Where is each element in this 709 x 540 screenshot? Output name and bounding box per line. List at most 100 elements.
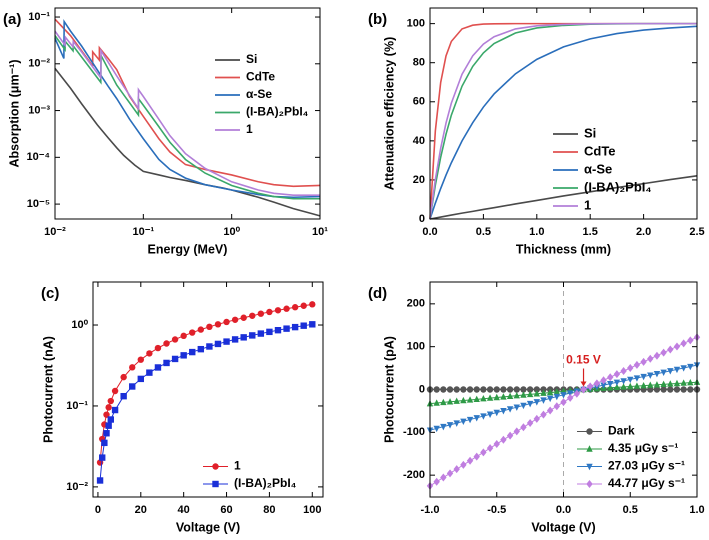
- annotation: 0.15 V: [566, 353, 601, 367]
- marker: [486, 444, 494, 453]
- series-line: [54, 67, 321, 217]
- annotation-arrowhead: [580, 381, 587, 387]
- marker: [257, 310, 265, 317]
- plot-frame: [54, 7, 321, 220]
- marker: [607, 373, 614, 382]
- marker: [266, 328, 273, 336]
- legend-label: CdTe: [246, 70, 275, 84]
- x-tick-label: 10¹: [312, 226, 328, 238]
- legend-label: (I-BA)₂PbI₄: [584, 179, 652, 194]
- marker: [99, 454, 106, 461]
- marker: [460, 460, 467, 469]
- marker: [291, 323, 299, 331]
- marker: [533, 414, 540, 423]
- series: [54, 67, 321, 217]
- marker: [120, 373, 127, 381]
- y-tick-label: 100: [407, 341, 425, 353]
- marker: [453, 420, 460, 427]
- marker: [653, 351, 661, 360]
- marker: [446, 469, 454, 478]
- legend-marker: [212, 480, 219, 488]
- marker: [607, 381, 614, 388]
- marker: [500, 408, 507, 415]
- marker: [257, 330, 265, 337]
- marker: [180, 352, 187, 359]
- marker: [105, 422, 112, 429]
- marker: [171, 355, 179, 363]
- legend-label: 44.77 μGy s⁻¹: [608, 476, 685, 490]
- marker: [526, 386, 534, 393]
- marker: [687, 363, 694, 371]
- marker: [680, 339, 687, 348]
- x-tick-label: -0.5: [487, 504, 506, 516]
- x-tick-label: 80: [263, 504, 275, 516]
- marker: [653, 370, 661, 378]
- marker: [653, 381, 661, 388]
- marker: [111, 387, 119, 395]
- marker: [120, 392, 127, 400]
- marker: [460, 386, 467, 393]
- marker: [107, 416, 114, 423]
- x-axis-label: Energy (MeV): [148, 242, 228, 256]
- y-tick-label: 200: [407, 298, 425, 310]
- marker: [533, 399, 540, 406]
- marker: [171, 336, 179, 343]
- marker: [526, 419, 534, 428]
- marker: [137, 356, 145, 363]
- marker: [613, 370, 621, 379]
- y-tick-label: 10⁻⁵: [27, 198, 50, 210]
- legend-label: (I-BA)₂PbI₄: [234, 476, 297, 490]
- series-line: [429, 22, 697, 220]
- marker: [249, 332, 256, 339]
- marker: [673, 379, 681, 387]
- series: [96, 321, 316, 484]
- marker: [680, 386, 687, 393]
- marker: [480, 395, 487, 402]
- marker: [687, 386, 694, 393]
- legend-label: CdTe: [584, 143, 616, 158]
- series-line: [54, 30, 320, 196]
- marker: [513, 391, 520, 399]
- marker: [466, 456, 474, 465]
- marker: [214, 321, 222, 328]
- legend-marker: [586, 463, 593, 471]
- marker: [480, 448, 487, 457]
- marker: [283, 325, 290, 332]
- marker: [466, 386, 474, 393]
- marker: [291, 304, 299, 311]
- marker: [680, 379, 687, 386]
- marker: [240, 314, 247, 321]
- y-axis-label: Attenuation efficiency (%): [382, 37, 396, 191]
- panel-label: (d): [368, 285, 387, 302]
- marker: [473, 386, 480, 393]
- series: [429, 22, 697, 220]
- marker: [653, 386, 661, 393]
- y-tick-label: 80: [413, 57, 425, 69]
- marker: [667, 380, 674, 387]
- x-tick-label: 20: [135, 504, 147, 516]
- marker: [189, 329, 196, 336]
- marker: [593, 379, 601, 388]
- series-line: [99, 323, 313, 481]
- marker: [660, 386, 667, 393]
- marker: [600, 376, 607, 385]
- series-line: [54, 18, 321, 199]
- legend-label: 27.03 μGy s⁻¹: [608, 459, 685, 473]
- marker: [154, 364, 162, 371]
- marker: [493, 409, 500, 417]
- marker: [520, 386, 527, 393]
- marker: [506, 406, 514, 413]
- x-tick-label: 1.0: [689, 504, 704, 516]
- marker: [667, 345, 674, 354]
- marker: [627, 382, 634, 390]
- marker: [309, 321, 316, 328]
- series-line: [429, 25, 698, 220]
- marker: [446, 422, 454, 429]
- plot-frame: [92, 281, 324, 498]
- marker: [240, 334, 247, 341]
- legend-label: 4.35 μGy s⁻¹: [608, 441, 678, 455]
- marker: [647, 372, 654, 379]
- legend-label: Si: [246, 52, 257, 66]
- marker: [189, 348, 196, 356]
